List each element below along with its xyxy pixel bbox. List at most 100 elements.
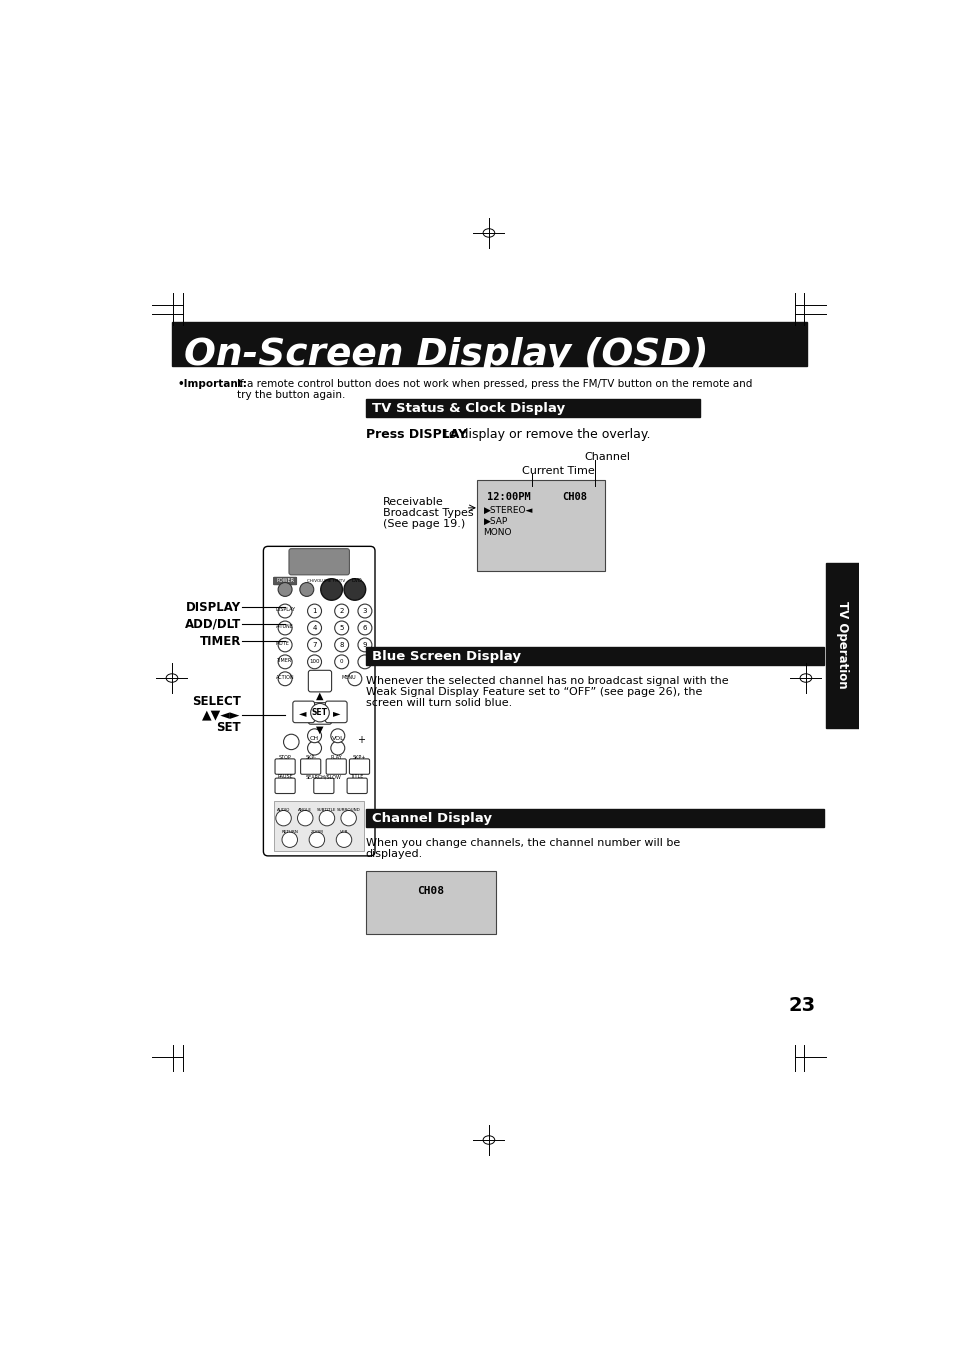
Text: ANGLE: ANGLE — [298, 808, 312, 812]
Text: MUTE: MUTE — [275, 640, 290, 646]
Text: ▲▼◄►: ▲▼◄► — [202, 708, 241, 721]
Text: TIMER: TIMER — [275, 658, 291, 663]
Circle shape — [278, 582, 292, 596]
FancyBboxPatch shape — [274, 577, 296, 585]
Circle shape — [320, 578, 342, 600]
Text: 12:00PM: 12:00PM — [486, 493, 530, 503]
Text: SKP+: SKP+ — [353, 755, 366, 759]
Text: PLAY: PLAY — [330, 755, 342, 759]
Text: Whenever the selected channel has no broadcast signal with the: Whenever the selected channel has no bro… — [365, 677, 727, 686]
Circle shape — [335, 638, 348, 651]
Text: •Important:: •Important: — [177, 380, 247, 389]
Circle shape — [307, 604, 321, 617]
Text: +: + — [356, 735, 365, 746]
Text: ►: ► — [333, 708, 340, 717]
Text: 6: 6 — [362, 626, 367, 631]
Circle shape — [278, 671, 292, 686]
FancyBboxPatch shape — [308, 670, 332, 692]
Circle shape — [357, 621, 372, 635]
Text: SKP-: SKP- — [305, 755, 315, 759]
Circle shape — [357, 604, 372, 617]
Bar — [365, 809, 823, 827]
Text: ▲: ▲ — [315, 690, 323, 701]
Text: Broadcast Types: Broadcast Types — [382, 508, 473, 517]
Text: When you change channels, the channel number will be: When you change channels, the channel nu… — [365, 838, 679, 848]
Circle shape — [331, 728, 344, 743]
Circle shape — [307, 728, 321, 743]
Text: 0: 0 — [339, 659, 343, 665]
Text: to display or remove the overlay.: to display or remove the overlay. — [439, 428, 650, 440]
Text: 5: 5 — [339, 626, 343, 631]
Text: SURROUND: SURROUND — [336, 808, 360, 812]
Circle shape — [344, 578, 365, 600]
Text: ACTION: ACTION — [275, 674, 294, 680]
FancyBboxPatch shape — [274, 759, 294, 774]
Bar — [365, 647, 823, 665]
Text: DISPLAY: DISPLAY — [186, 601, 241, 613]
Text: If a remote control button does not work when pressed, press the FM/TV button on: If a remote control button does not work… — [236, 380, 752, 389]
Text: Press DISPLAY: Press DISPLAY — [365, 428, 466, 440]
Circle shape — [307, 638, 321, 651]
Text: 1: 1 — [312, 608, 316, 615]
Circle shape — [282, 832, 297, 847]
Text: TITLE: TITLE — [350, 774, 363, 780]
Text: 2: 2 — [339, 608, 343, 615]
Bar — [172, 322, 806, 366]
Text: RETURN: RETURN — [281, 830, 298, 834]
Text: CH08: CH08 — [416, 886, 444, 896]
FancyBboxPatch shape — [289, 549, 349, 574]
Text: AUDIO: AUDIO — [276, 808, 290, 812]
Text: Weak Signal Display Feature set to “OFF” (see page 26), the: Weak Signal Display Feature set to “OFF”… — [365, 688, 701, 697]
Text: TV Operation: TV Operation — [835, 601, 848, 689]
Text: DVD: DVD — [352, 578, 362, 584]
FancyBboxPatch shape — [347, 778, 367, 793]
Text: ▶STEREO◄: ▶STEREO◄ — [483, 507, 533, 515]
Text: ▼: ▼ — [315, 724, 323, 735]
Text: try the button again.: try the button again. — [236, 390, 345, 400]
Text: Receivable: Receivable — [382, 497, 443, 507]
Circle shape — [307, 655, 321, 669]
FancyBboxPatch shape — [349, 759, 369, 774]
Circle shape — [299, 582, 314, 596]
Text: ZOOM: ZOOM — [310, 830, 323, 834]
Text: TV Status & Clock Display: TV Status & Clock Display — [372, 403, 564, 415]
Circle shape — [278, 655, 292, 669]
FancyBboxPatch shape — [314, 778, 334, 793]
FancyBboxPatch shape — [308, 703, 332, 724]
Circle shape — [348, 671, 361, 686]
Bar — [365, 400, 700, 417]
Text: 100: 100 — [309, 659, 319, 665]
Circle shape — [275, 811, 291, 825]
Text: SELECT: SELECT — [192, 694, 241, 708]
Text: CH08: CH08 — [562, 493, 587, 503]
Circle shape — [319, 811, 335, 825]
Text: 7: 7 — [312, 642, 316, 648]
Circle shape — [311, 704, 329, 721]
Circle shape — [335, 604, 348, 617]
Text: Channel Display: Channel Display — [372, 812, 492, 825]
FancyBboxPatch shape — [274, 778, 294, 793]
Bar — [476, 480, 604, 571]
Circle shape — [283, 734, 298, 750]
FancyBboxPatch shape — [263, 546, 375, 857]
Circle shape — [331, 742, 344, 755]
FancyBboxPatch shape — [326, 759, 346, 774]
Circle shape — [297, 811, 313, 825]
Circle shape — [278, 621, 292, 635]
Text: 3: 3 — [362, 608, 367, 615]
Text: STOP: STOP — [278, 755, 292, 759]
Text: screen will turn solid blue.: screen will turn solid blue. — [365, 698, 512, 708]
Circle shape — [307, 742, 321, 755]
Circle shape — [309, 832, 324, 847]
Text: Blue Screen Display: Blue Screen Display — [372, 650, 520, 663]
Bar — [274, 801, 364, 851]
Circle shape — [307, 621, 321, 635]
Text: On-Screen Display (OSD): On-Screen Display (OSD) — [183, 336, 707, 373]
Circle shape — [340, 811, 356, 825]
FancyBboxPatch shape — [325, 701, 347, 723]
Text: SUBTITLE: SUBTITLE — [316, 808, 336, 812]
Text: VCR: VCR — [339, 830, 348, 834]
Text: 23: 23 — [787, 996, 815, 1015]
Circle shape — [278, 638, 292, 651]
Text: MENU: MENU — [341, 674, 355, 680]
